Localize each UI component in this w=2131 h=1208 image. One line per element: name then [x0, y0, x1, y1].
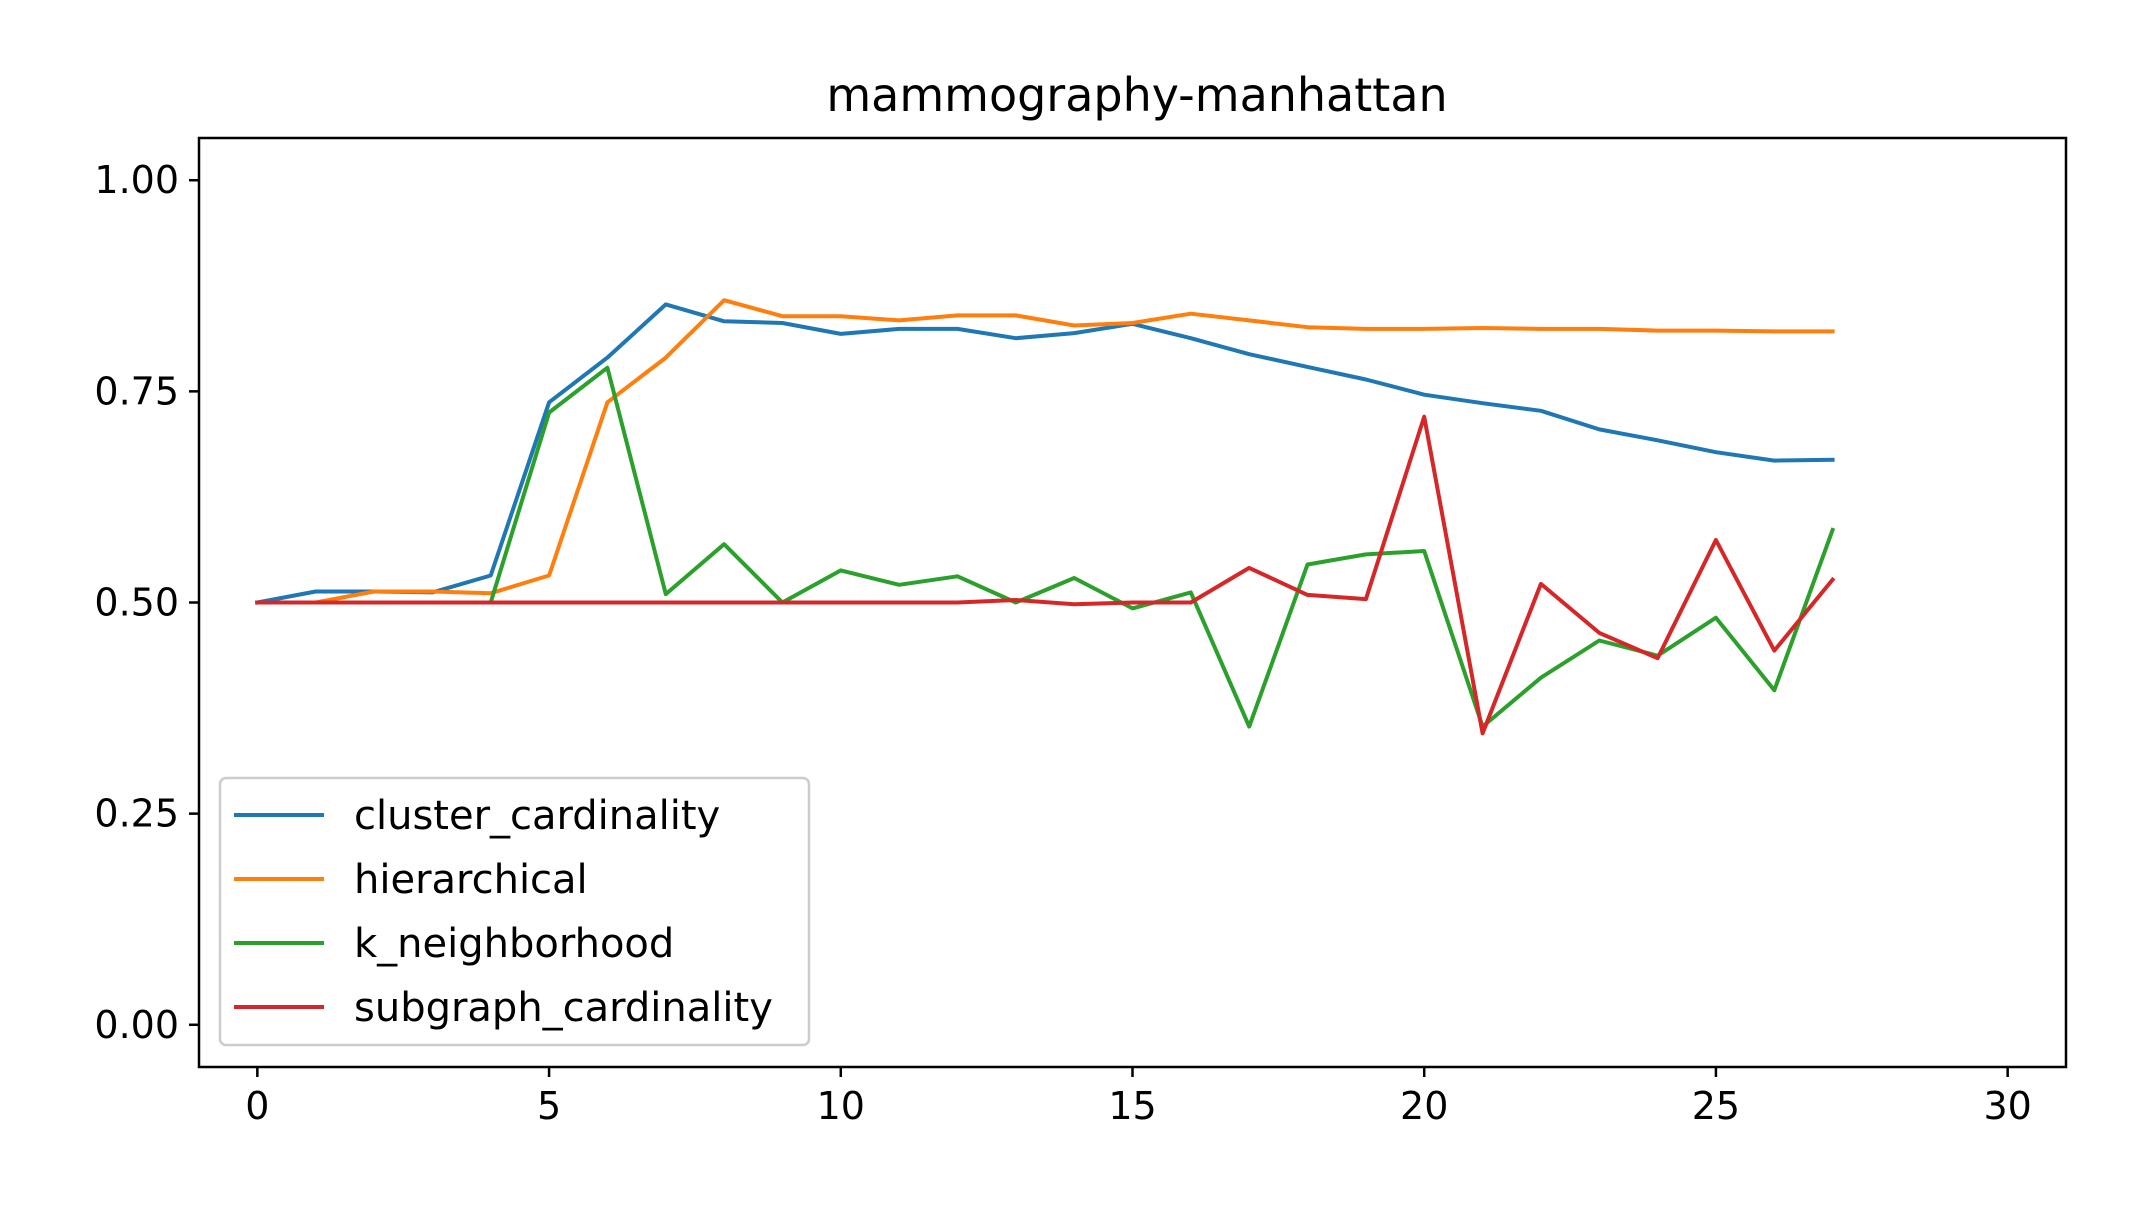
- axes: 0 5 10 15 20 25 30 0.00 0.25 0.50 0.75 1.00: [94, 158, 2031, 1128]
- plot-area-frame: [197, 136, 2068, 1069]
- series-line-k-neighborhood: [255, 365, 1836, 729]
- y-tick-label: 0.00: [94, 1003, 179, 1047]
- y-tick-label: 0.75: [94, 369, 179, 413]
- legend-label: k_neighborhood: [354, 921, 674, 967]
- legend-label: hierarchical: [354, 857, 588, 903]
- legend-label: subgraph_cardinality: [354, 985, 773, 1031]
- x-tick-label: 15: [1108, 1084, 1156, 1128]
- legend-label: cluster_cardinality: [354, 793, 720, 839]
- x-tick-label: 20: [1400, 1084, 1448, 1128]
- x-tick-label: 5: [537, 1084, 561, 1128]
- series-line-hierarchical: [255, 298, 1835, 605]
- legend-box: [218, 776, 811, 1047]
- legend: cluster_cardinality hierarchical k_neighbo…: [218, 776, 811, 1047]
- y-tick-label: 1.00: [94, 158, 179, 202]
- series-line-subgraph-cardinality: [255, 414, 1836, 736]
- y-tick-label: 0.25: [94, 792, 179, 836]
- x-tick-label: 30: [1983, 1084, 2031, 1128]
- y-tick-label: 0.50: [94, 581, 179, 625]
- x-tick-label: 25: [1692, 1084, 1740, 1128]
- series-line-cluster-cardinality: [254, 302, 1835, 605]
- chart-title: mammography-manhattan: [826, 68, 1447, 122]
- x-tick-label: 0: [245, 1084, 269, 1128]
- plot-lines: [254, 298, 1836, 736]
- x-tick-label: 10: [817, 1084, 865, 1128]
